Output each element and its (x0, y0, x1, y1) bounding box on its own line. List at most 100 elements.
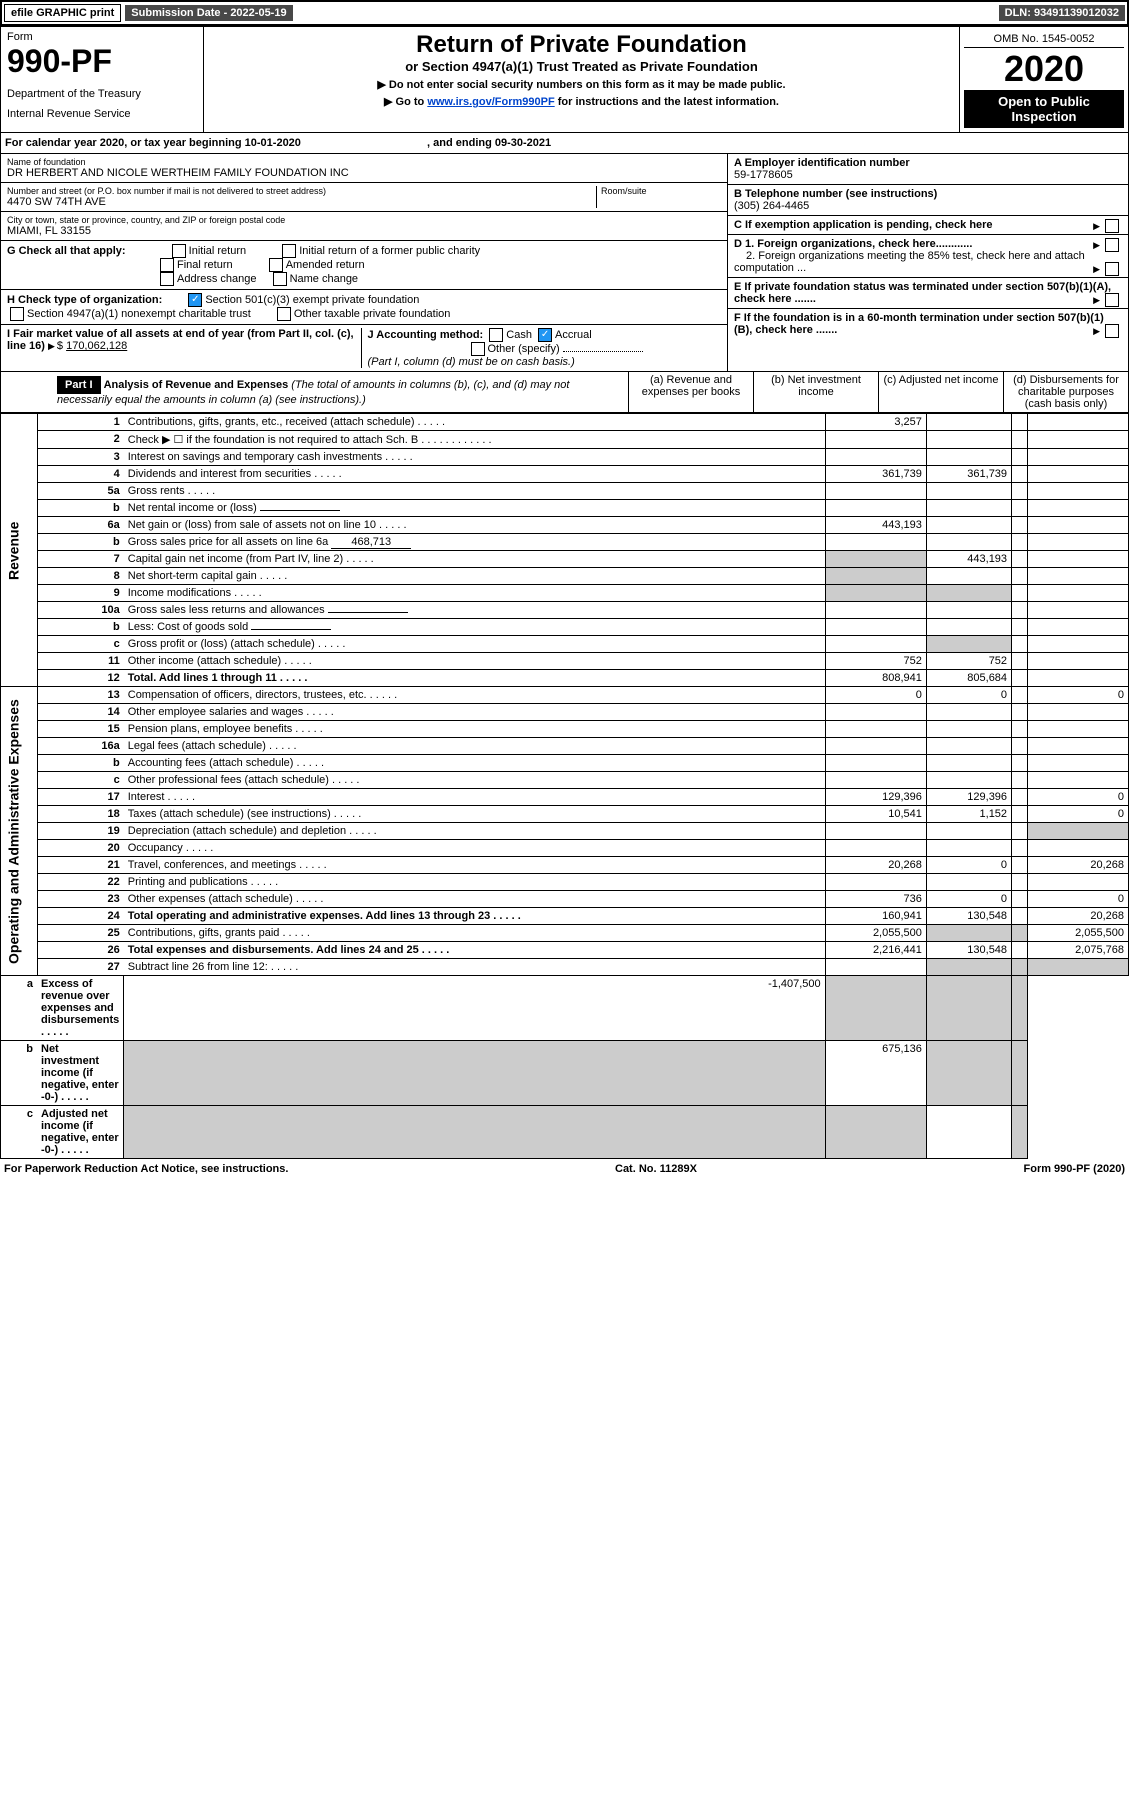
chk-other-method[interactable] (471, 342, 485, 356)
form-header: Form 990-PF Department of the Treasury I… (0, 26, 1129, 133)
name-label: Name of foundation (7, 157, 721, 167)
footer-l: For Paperwork Reduction Act Notice, see … (4, 1163, 288, 1175)
footer-c: Cat. No. 11289X (615, 1163, 697, 1175)
I: I Fair market value of all assets at end… (7, 328, 354, 352)
chk-501c3[interactable] (188, 293, 202, 307)
identity-block: Name of foundationDR HERBERT AND NICOLE … (0, 154, 1129, 372)
tel: (305) 264-4465 (734, 200, 1122, 212)
cal-begin: For calendar year 2020, or tax year begi… (5, 137, 301, 149)
form-label: Form (7, 31, 197, 43)
G: G Check all that apply: (7, 245, 126, 257)
row-17: 17Interest . . . . .129,396129,3960 (1, 789, 1129, 806)
chk-accrual[interactable] (538, 328, 552, 342)
row-H: H Check type of organization: Section 50… (1, 290, 727, 325)
dln: DLN: 93491139012032 (999, 5, 1125, 21)
row-8: 8Net short-term capital gain . . . . . (1, 568, 1129, 585)
form-number: 990-PF (7, 43, 197, 80)
chk-initial[interactable] (172, 244, 186, 258)
B: B Telephone number (see instructions) (734, 188, 937, 200)
E: E If private foundation status was termi… (734, 281, 1111, 305)
row-5a: 5aGross rents . . . . . (1, 483, 1129, 500)
row-18: 18Taxes (attach schedule) (see instructi… (1, 806, 1129, 823)
chk-addr-change[interactable] (160, 272, 174, 286)
header-center: Return of Private Foundation or Section … (204, 27, 959, 132)
chk-initial-former[interactable] (282, 244, 296, 258)
row-4: 4Dividends and interest from securities … (1, 466, 1129, 483)
header-right: OMB No. 1545-0052 2020 Open to Public In… (959, 27, 1128, 132)
row-19: 19Depreciation (attach schedule) and dep… (1, 823, 1129, 840)
submission-date: Submission Date - 2022-05-19 (125, 5, 292, 21)
D2: 2. Foreign organizations meeting the 85%… (734, 250, 1085, 274)
J-note: (Part I, column (d) must be on cash basi… (368, 356, 575, 368)
chk-4947[interactable] (10, 307, 24, 321)
row-27: 27Subtract line 26 from line 12: . . . .… (1, 959, 1129, 976)
row-6a: 6aNet gain or (loss) from sale of assets… (1, 517, 1129, 534)
row-12: 12Total. Add lines 1 through 11 . . . . … (1, 670, 1129, 687)
open-inspection: Open to Public Inspection (964, 90, 1124, 128)
chk-E[interactable] (1105, 293, 1119, 307)
F: F If the foundation is in a 60-month ter… (734, 312, 1104, 336)
A: A Employer identification number (734, 157, 910, 169)
row-2: 2Check ▶ ☐ if the foundation is not requ… (1, 431, 1129, 449)
row-c: cGross profit or (loss) (attach schedule… (1, 636, 1129, 653)
chk-amended[interactable] (269, 258, 283, 272)
part1-label: Part I (57, 376, 101, 394)
calendar-year-row: For calendar year 2020, or tax year begi… (0, 133, 1129, 154)
row-20: 20Occupancy . . . . . (1, 840, 1129, 857)
chk-cash[interactable] (489, 328, 503, 342)
fmv: 170,062,128 (66, 340, 127, 352)
col-b: (b) Net investment income (754, 372, 879, 412)
part1-table: Revenue1Contributions, gifts, grants, et… (0, 413, 1129, 1159)
chk-other-tax[interactable] (277, 307, 291, 321)
row-15: 15Pension plans, employee benefits . . .… (1, 721, 1129, 738)
row-c: cOther professional fees (attach schedul… (1, 772, 1129, 789)
city: MIAMI, FL 33155 (7, 225, 721, 237)
form-subtitle: or Section 4947(a)(1) Trust Treated as P… (208, 59, 955, 74)
part1-title: Analysis of Revenue and Expenses (104, 379, 289, 391)
note3: for instructions and the latest informat… (558, 96, 779, 108)
ein: 59-1778605 (734, 169, 1122, 181)
J: J Accounting method: (368, 329, 484, 341)
chk-F[interactable] (1105, 324, 1119, 338)
row-c: cAdjusted net income (if negative, enter… (1, 1106, 1129, 1159)
note2-row: ▶ Go to www.irs.gov/Form990PF for instru… (208, 95, 955, 108)
row-13: Operating and Administrative Expenses13C… (1, 687, 1129, 704)
expenses-label: Operating and Administrative Expenses (1, 687, 38, 976)
tax-year: 2020 (964, 48, 1124, 90)
header-left: Form 990-PF Department of the Treasury I… (1, 27, 204, 132)
col-c: (c) Adjusted net income (879, 372, 1004, 412)
chk-final[interactable] (160, 258, 174, 272)
efile-tag: efile GRAPHIC print (4, 4, 121, 22)
addr-label: Number and street (or P.O. box number if… (7, 186, 596, 196)
row-23: 23Other expenses (attach schedule) . . .… (1, 891, 1129, 908)
revenue-label: Revenue (1, 414, 38, 687)
chk-C[interactable] (1105, 219, 1119, 233)
chk-D2[interactable] (1105, 262, 1119, 276)
addr: 4470 SW 74TH AVE (7, 196, 596, 208)
row-1: Revenue1Contributions, gifts, grants, et… (1, 414, 1129, 431)
footer-r: Form 990-PF (2020) (1024, 1163, 1125, 1175)
foundation-name: DR HERBERT AND NICOLE WERTHEIM FAMILY FO… (7, 167, 721, 179)
D1: D 1. Foreign organizations, check here..… (734, 238, 972, 250)
form-title: Return of Private Foundation (208, 31, 955, 59)
row-b: bNet investment income (if negative, ent… (1, 1041, 1129, 1106)
row-b: bAccounting fees (attach schedule) . . .… (1, 755, 1129, 772)
row-b: bLess: Cost of goods sold (1, 619, 1129, 636)
note1: ▶ Do not enter social security numbers o… (208, 78, 955, 91)
row-25: 25Contributions, gifts, grants paid . . … (1, 925, 1129, 942)
row-9: 9Income modifications . . . . . (1, 585, 1129, 602)
row-b: bNet rental income or (loss) (1, 500, 1129, 517)
chk-D1[interactable] (1105, 238, 1119, 252)
irs: Internal Revenue Service (7, 108, 197, 120)
omb: OMB No. 1545-0052 (964, 31, 1124, 48)
part1-header: Part I Analysis of Revenue and Expenses … (0, 372, 1129, 413)
chk-name-change[interactable] (273, 272, 287, 286)
col-a: (a) Revenue and expenses per books (629, 372, 754, 412)
row-7: 7Capital gain net income (from Part IV, … (1, 551, 1129, 568)
row-a: aExcess of revenue over expenses and dis… (1, 976, 1129, 1041)
row-14: 14Other employee salaries and wages . . … (1, 704, 1129, 721)
row-22: 22Printing and publications . . . . . (1, 874, 1129, 891)
row-24: 24Total operating and administrative exp… (1, 908, 1129, 925)
form-link[interactable]: www.irs.gov/Form990PF (427, 96, 554, 108)
note2: ▶ Go to (384, 96, 427, 108)
